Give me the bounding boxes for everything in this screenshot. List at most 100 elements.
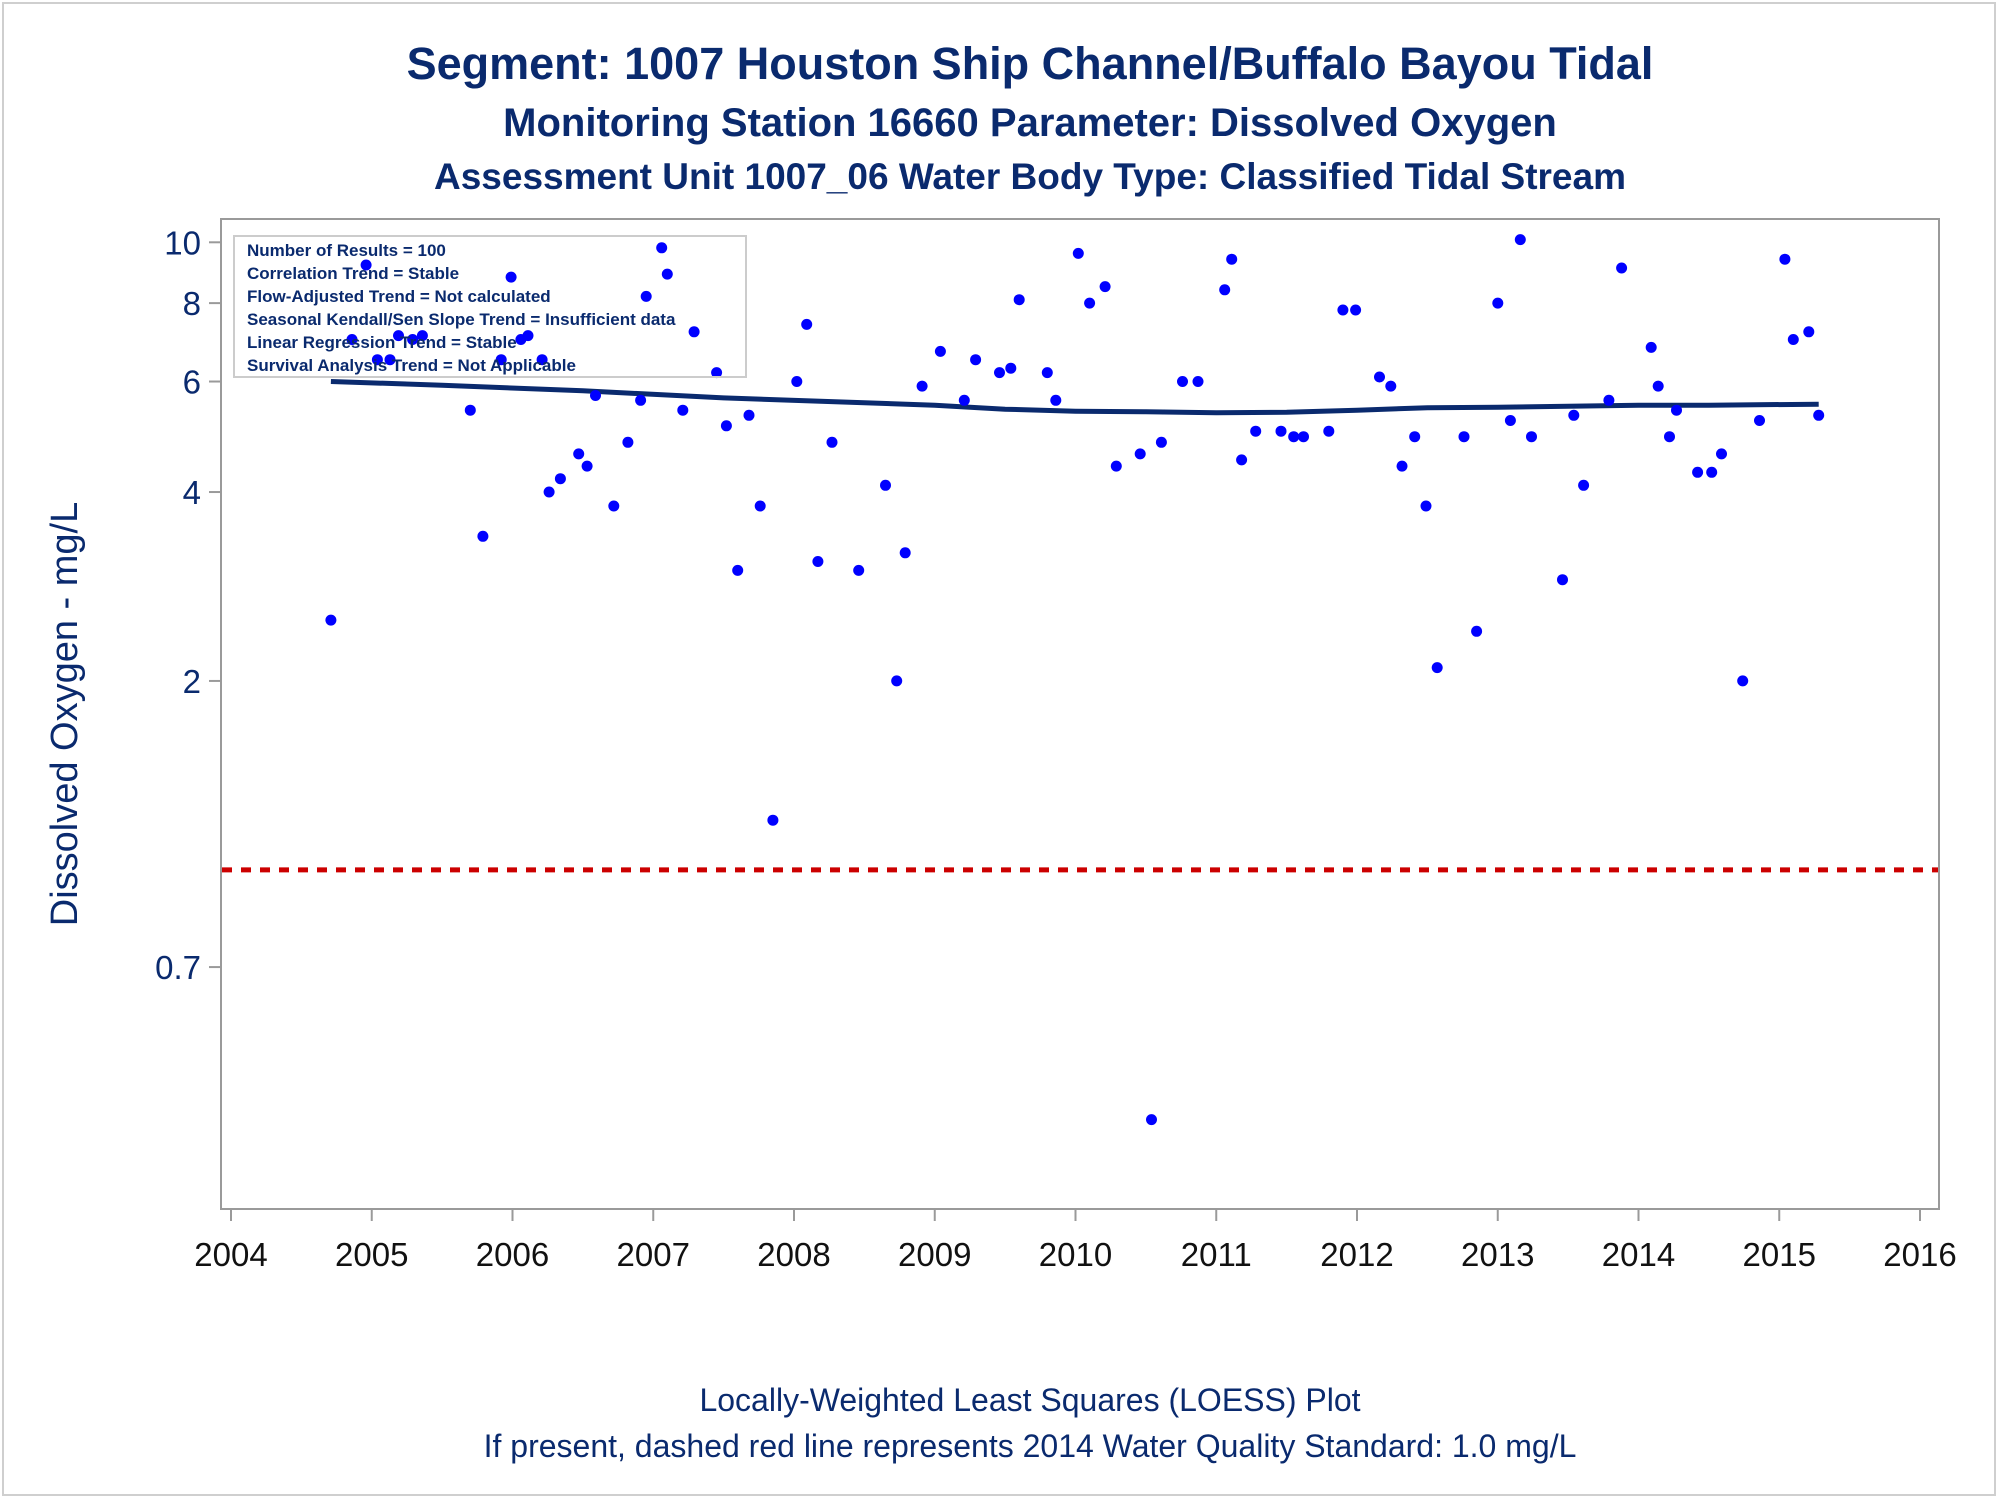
data-point [1226,253,1238,265]
data-point [581,460,593,472]
legend-box [233,235,747,378]
data-point [1568,409,1580,421]
y-axis-title: Dissolved Oxygen - mg/L [44,502,86,927]
x-tick-label: 2007 [617,1236,690,1273]
data-point [732,564,744,576]
data-point [801,318,813,330]
data-point [1692,466,1704,478]
y-tick-label: 10 [164,224,201,261]
data-point [853,564,865,576]
x-tick-label: 2012 [1320,1236,1393,1273]
data-point [1177,376,1188,387]
data-point [1155,436,1167,448]
data-point [1471,625,1483,637]
data-point [1514,234,1526,246]
data-point [554,473,566,485]
data-point [1458,431,1470,443]
data-point [899,547,911,559]
data-point [880,479,891,491]
data-point [1350,304,1362,316]
data-point [1492,297,1504,309]
data-point [891,675,903,687]
data-point [677,404,689,416]
footnote-method: Locally-Weighted Least Squares (LOESS) P… [699,1382,1361,1418]
data-point [464,404,476,416]
chart-subtitle-assessment: Assessment Unit 1007_06 Water Body Type:… [434,156,1626,197]
data-point [1013,294,1025,306]
data-point [543,486,555,498]
data-point [1288,431,1300,443]
data-point [754,500,766,512]
data-point [1671,404,1682,416]
data-point [958,394,970,406]
data-point [416,330,428,342]
data-point [1803,326,1815,338]
data-point [1754,415,1765,426]
x-tick-label: 2015 [1743,1236,1816,1273]
data-point [590,390,601,401]
data-point [994,367,1005,379]
data-point [1146,1114,1157,1126]
y-tick-label: 8 [183,285,201,322]
data-point [1787,334,1799,345]
legend-line: Linear Regression Trend = Stable [247,333,517,352]
chart-subtitle-station: Monitoring Station 16660 Parameter: Diss… [503,101,1557,145]
data-point [325,614,337,626]
data-point [1385,380,1397,392]
x-tick-label: 2009 [898,1236,971,1273]
y-tick-label: 4 [183,474,201,511]
data-point [1219,284,1231,296]
data-point [1616,262,1628,274]
data-point [1603,394,1615,406]
data-point [826,436,838,448]
data-point [1298,431,1309,443]
x-tick-label: 2008 [757,1236,830,1273]
plot-border [220,218,1940,1210]
data-point [384,354,396,366]
data-point [1706,466,1718,478]
data-point [1779,253,1791,265]
data-point [1072,247,1084,259]
data-point [522,330,534,342]
data-point [661,268,673,280]
data-point [505,271,517,283]
data-point [720,420,732,432]
data-point [1134,448,1146,460]
data-point [1250,425,1262,437]
data-point [1275,425,1287,437]
data-point [1737,675,1749,687]
data-point [743,409,755,421]
data-point [767,814,779,826]
data-point [812,556,824,567]
data-point [360,259,372,271]
data-point [656,242,668,254]
x-tick-label: 2006 [476,1236,549,1273]
legend-line: Flow-Adjusted Trend = Not calculated [247,287,551,306]
data-point [1645,341,1657,353]
loess-line [330,379,1819,416]
data-point [477,530,489,542]
data-point [1652,380,1664,392]
data-point [346,334,358,345]
data-point [407,334,419,345]
data-point [1578,479,1590,491]
data-point [1005,362,1017,374]
x-tick-label: 2014 [1602,1236,1675,1273]
data-point [791,376,803,387]
x-tick-label: 2010 [1039,1236,1112,1273]
legend-line: Seasonal Kendall/Sen Slope Trend = Insuf… [247,310,676,329]
data-point [1374,371,1385,383]
x-tick-label: 2013 [1461,1236,1534,1273]
plot-area: 2004 2005 2006 2007 2008 2009 2010 2011 2012 2013… [44,218,1957,1273]
data-point [1050,394,1062,406]
data-point [1813,409,1825,421]
data-point [1099,281,1111,293]
data-point [536,354,548,366]
data-point [1192,376,1204,387]
data-point [1557,574,1568,586]
chart-title: Segment: 1007 Houston Ship Channel/Buffa… [406,38,1654,89]
footnote-standard: If present, dashed red line represents 2… [483,1428,1577,1464]
data-point [1337,304,1349,316]
